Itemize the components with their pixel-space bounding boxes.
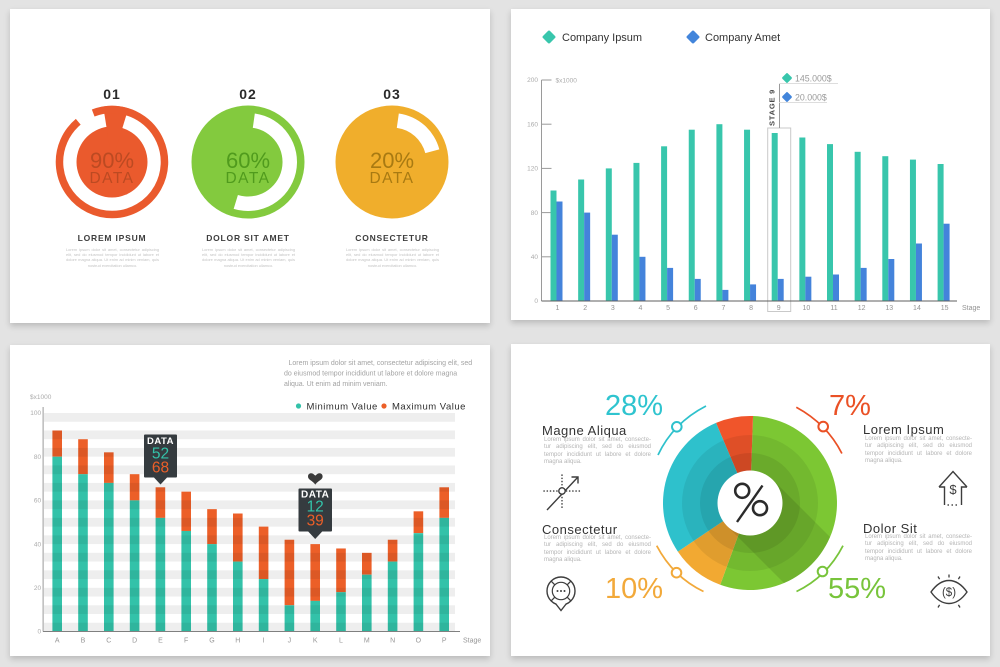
svg-text:5: 5 bbox=[666, 305, 670, 312]
svg-text:12: 12 bbox=[858, 305, 866, 312]
svg-text:10: 10 bbox=[802, 305, 810, 312]
svg-text:DATA: DATA bbox=[301, 490, 329, 501]
svg-text:40: 40 bbox=[34, 541, 42, 548]
svg-text:STAGE 9: STAGE 9 bbox=[768, 89, 777, 126]
svg-text:A: A bbox=[55, 638, 60, 645]
svg-text:80: 80 bbox=[34, 454, 42, 461]
svg-text:20%: 20% bbox=[370, 148, 414, 173]
svg-text:100: 100 bbox=[30, 410, 41, 417]
svg-text:7: 7 bbox=[721, 305, 725, 312]
svg-text:M: M bbox=[364, 638, 370, 645]
svg-text:40: 40 bbox=[531, 254, 539, 261]
svg-text:L: L bbox=[339, 638, 343, 645]
svg-text:2: 2 bbox=[583, 305, 587, 312]
svg-text:68: 68 bbox=[152, 460, 169, 477]
svg-text:do eiusmod tempor incididunt u: do eiusmod tempor incididunt ut labore e… bbox=[284, 371, 457, 378]
svg-text:I: I bbox=[263, 638, 265, 645]
svg-text:12: 12 bbox=[307, 499, 324, 516]
svg-text:G: G bbox=[209, 638, 214, 645]
svg-text:P: P bbox=[442, 638, 447, 645]
svg-text:DATA: DATA bbox=[89, 170, 134, 187]
svg-text:($): ($) bbox=[942, 587, 956, 599]
svg-text:200: 200 bbox=[527, 77, 538, 84]
svg-text:4: 4 bbox=[638, 305, 642, 312]
svg-text:160: 160 bbox=[527, 121, 538, 128]
svg-text:H: H bbox=[235, 638, 240, 645]
svg-text:Lorem ipsum dolor sit amet, co: Lorem ipsum dolor sit amet, consectetur … bbox=[289, 360, 473, 367]
svg-text:Minimum Value: Minimum Value bbox=[307, 402, 378, 413]
svg-text:0: 0 bbox=[37, 629, 41, 636]
svg-text:Company Ipsum: Company Ipsum bbox=[562, 32, 642, 44]
svg-text:20.000$: 20.000$ bbox=[795, 93, 827, 103]
svg-text:Stage: Stage bbox=[463, 638, 481, 645]
svg-text:120: 120 bbox=[527, 166, 538, 173]
svg-text:Company Amet: Company Amet bbox=[705, 32, 780, 44]
svg-text:9: 9 bbox=[777, 305, 781, 312]
svg-text:DATA: DATA bbox=[225, 170, 270, 187]
svg-text:F: F bbox=[184, 638, 188, 645]
svg-text:90%: 90% bbox=[90, 148, 134, 173]
svg-text:14: 14 bbox=[913, 305, 921, 312]
svg-text:1: 1 bbox=[556, 305, 560, 312]
svg-text:80: 80 bbox=[531, 210, 539, 217]
svg-text:15: 15 bbox=[941, 305, 949, 312]
svg-text:B: B bbox=[81, 638, 86, 645]
svg-text:3: 3 bbox=[611, 305, 615, 312]
svg-text:Maximum Value: Maximum Value bbox=[392, 402, 466, 413]
svg-text:N: N bbox=[390, 638, 395, 645]
svg-text:11: 11 bbox=[830, 305, 837, 312]
svg-text:O: O bbox=[416, 638, 422, 645]
svg-text:52: 52 bbox=[152, 446, 169, 463]
svg-text:13: 13 bbox=[885, 305, 893, 312]
svg-text:E: E bbox=[158, 638, 163, 645]
svg-text:8: 8 bbox=[749, 305, 753, 312]
svg-text:aliqua. Ut enim ad minim venia: aliqua. Ut enim ad minim veniam. bbox=[284, 381, 388, 388]
svg-text:C: C bbox=[106, 638, 111, 645]
svg-text:39: 39 bbox=[307, 513, 324, 530]
svg-text:K: K bbox=[313, 638, 318, 645]
svg-text:$: $ bbox=[949, 482, 957, 497]
svg-text:145.000$: 145.000$ bbox=[795, 74, 832, 84]
svg-text:$x1000: $x1000 bbox=[556, 78, 578, 85]
svg-text:$x1000: $x1000 bbox=[30, 394, 52, 401]
svg-text:D: D bbox=[132, 638, 137, 645]
svg-text:60%: 60% bbox=[226, 148, 270, 173]
svg-text:0: 0 bbox=[534, 298, 538, 305]
svg-text:6: 6 bbox=[694, 305, 698, 312]
svg-text:DATA: DATA bbox=[147, 436, 174, 447]
svg-text:60: 60 bbox=[34, 498, 42, 505]
svg-text:Stage: Stage bbox=[962, 305, 980, 312]
svg-text:J: J bbox=[288, 638, 292, 645]
svg-text:20: 20 bbox=[34, 585, 42, 592]
svg-text:DATA: DATA bbox=[369, 170, 414, 187]
